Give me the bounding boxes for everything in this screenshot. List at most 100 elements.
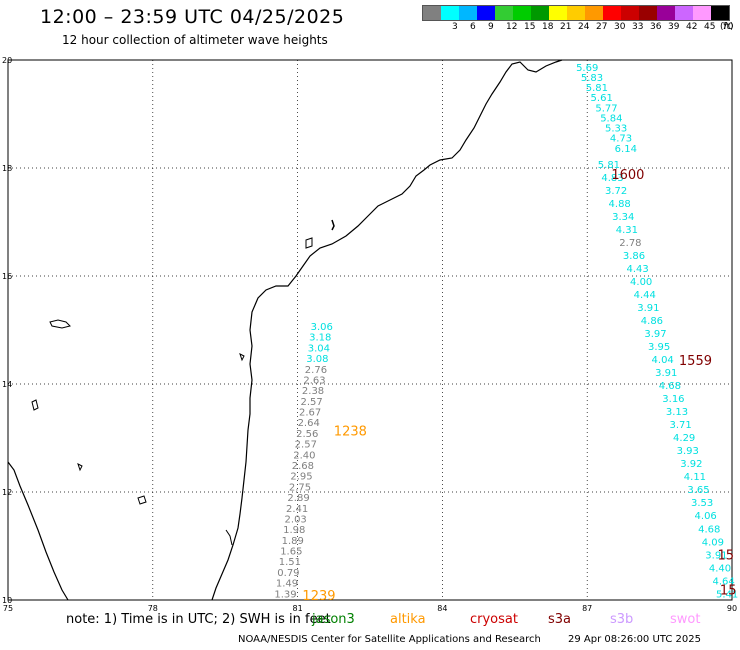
y-tick-label: 20 (2, 56, 12, 65)
wave-height-label: 3.34 (612, 212, 634, 223)
wave-height-label: 4.29 (673, 433, 695, 444)
legend-label: 6 (470, 22, 476, 32)
mission-label-s3b: s3b (610, 612, 634, 627)
y-tick-label: 18 (2, 164, 12, 173)
wave-height-label: 2.68 (292, 461, 314, 472)
wave-height-label: 2.64 (298, 418, 320, 429)
footer-date: 29 Apr 08:26:00 UTC 2025 (568, 634, 701, 645)
wave-height-label: 1.51 (279, 557, 301, 568)
legend-swatch (657, 6, 675, 20)
wave-height-label: 4.09 (702, 537, 724, 548)
map-frame (7, 59, 733, 601)
legend-swatch (639, 6, 657, 20)
mission-label-s3a: s3a (548, 612, 572, 627)
wave-height-label: 2.56 (296, 429, 318, 440)
wave-height-label: 0.79 (277, 568, 299, 579)
legend-label: 21 (560, 22, 572, 32)
wave-height-label: 2.67 (299, 408, 321, 419)
wave-height-label: 3.91 (705, 550, 727, 561)
pass-time-label: 15 (720, 584, 737, 599)
wave-height-label: 3.08 (306, 354, 328, 365)
wave-height-label: 5.69 (576, 63, 598, 74)
legend-swatch (459, 6, 477, 20)
wave-height-label: 2.40 (293, 450, 315, 461)
wave-height-label: 2.57 (295, 440, 317, 451)
wave-height-label: 2.57 (300, 397, 322, 408)
wave-height-label: 3.13 (666, 407, 688, 418)
wave-height-label: 4.73 (610, 134, 632, 145)
wave-height-label: 3.16 (662, 394, 684, 405)
wave-height-label: 3.06 (311, 322, 333, 333)
mission-label-altika: altika (390, 612, 426, 627)
footer-credit: NOAA/NESDIS Center for Satellite Applica… (238, 634, 541, 645)
legend-swatch (441, 6, 459, 20)
coastline-bay-of-bengal (211, 59, 563, 601)
wave-height-label: 4.44 (634, 290, 656, 301)
wave-height-label: 2.89 (287, 493, 309, 504)
legend-swatch (477, 6, 495, 20)
wave-height-label: 4.00 (630, 277, 652, 288)
legend-swatch (693, 6, 711, 20)
legend-swatch (549, 6, 567, 20)
pass-time-label: 1559 (679, 354, 712, 369)
legend-swatch (711, 6, 729, 20)
y-tick-label: 12 (2, 488, 12, 497)
legend-swatch (423, 6, 441, 20)
legend-label: 9 (488, 22, 494, 32)
island-small-5 (331, 219, 335, 231)
wave-height-label: 4.40 (709, 563, 731, 574)
legend-label: 42 (686, 22, 698, 32)
wave-height-label: 3.04 (308, 343, 330, 354)
coastline-india-east (7, 461, 69, 601)
wave-height-label: 4.86 (641, 316, 663, 327)
footer-note: note: 1) Time is in UTC; 2) SWH is in fe… (66, 612, 331, 627)
wave-height-label: 5.61 (591, 93, 613, 104)
wave-height-label: 4.64 (712, 576, 734, 587)
wave-height-label: 3.97 (644, 329, 666, 340)
legend-swatch (513, 6, 531, 20)
island-small-3 (137, 495, 147, 505)
pass-time-labels: 1600 1559 1238 1239 15 15 (302, 168, 736, 604)
wave-height-label: 2.76 (305, 365, 327, 376)
y-tick-label: 14 (2, 380, 12, 389)
island-small-7 (77, 463, 83, 472)
wave-height-label: 3.18 (309, 333, 331, 344)
legend-label: 24 (578, 22, 590, 32)
wave-height-color-legend (422, 5, 730, 21)
x-tick-label: 90 (727, 604, 737, 613)
legend-label: 27 (596, 22, 608, 32)
legend-label: 36 (650, 22, 662, 32)
wave-height-label: 1.39 (274, 589, 296, 600)
legend-swatch (621, 6, 639, 20)
wave-height-label: 2.03 (285, 514, 307, 525)
x-tick-label: 78 (148, 604, 158, 613)
wave-height-label: 5.81 (586, 83, 608, 94)
mission-label-cryosat: cryosat (470, 612, 518, 627)
wave-height-label: 1.65 (280, 547, 302, 558)
wave-height-label: 3.72 (605, 186, 627, 197)
wave-height-label: 5.83 (581, 73, 603, 84)
legend-label: 12 (506, 22, 518, 32)
legend-unit: (ft) (720, 22, 734, 32)
wave-height-label: 1.98 (283, 525, 305, 536)
legend-swatch (585, 6, 603, 20)
pass-time-label: 1600 (611, 168, 644, 183)
wave-height-label: 4.31 (616, 225, 638, 236)
map-grid (7, 59, 733, 601)
page-title: 12:00 – 23:59 UTC 04/25/2025 (40, 6, 345, 28)
wave-height-label: 2.38 (302, 386, 324, 397)
wave-height-label: 4.88 (609, 199, 631, 210)
x-tick-label: 81 (293, 604, 303, 613)
legend-label: 30 (614, 22, 626, 32)
wave-height-label: 5.84 (600, 113, 622, 124)
axis-tick-labels: 75 78 81 84 87 90 10 12 14 16 18 20 (2, 56, 737, 613)
mission-label-swot: swot (670, 612, 701, 627)
x-tick-label: 84 (437, 604, 447, 613)
legend-label: 18 (542, 22, 554, 32)
wave-height-label: 2.41 (286, 504, 308, 515)
wave-height-label: 3.91 (637, 303, 659, 314)
wave-height-label: 5.41 (716, 589, 738, 600)
wave-height-label: 3.93 (677, 446, 699, 457)
legend-label: 70 (722, 22, 734, 32)
